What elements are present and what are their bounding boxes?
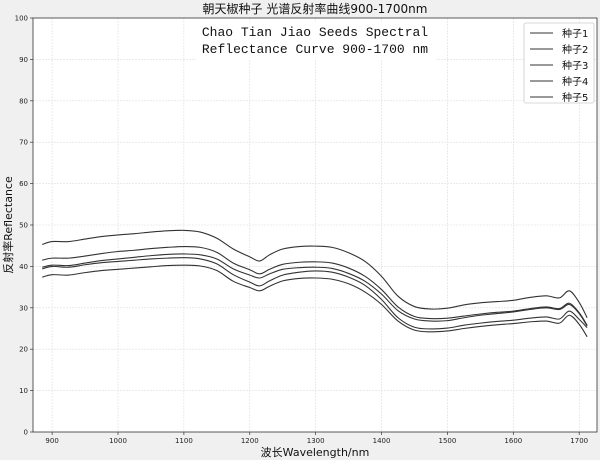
- x-tick-label: 1300: [307, 437, 325, 445]
- legend-label: 种子2: [562, 43, 588, 56]
- y-tick-label: 50: [19, 222, 28, 230]
- y-tick-label: 100: [15, 15, 28, 23]
- y-tick-label: 30: [19, 304, 28, 312]
- y-tick-label: 10: [19, 387, 28, 395]
- y-tick-label: 90: [19, 56, 28, 64]
- series-line-2: [42, 245, 588, 326]
- x-axis-label: 波长Wavelength/nm: [261, 446, 370, 459]
- y-tick-label: 20: [19, 346, 28, 354]
- y-tick-label: 80: [19, 97, 28, 105]
- plot-frame: [32, 17, 598, 433]
- x-tick-label: 1100: [175, 437, 193, 445]
- x-tick-label: 1700: [570, 437, 588, 445]
- annotation-box: [196, 22, 436, 60]
- y-tick-label: 40: [19, 263, 28, 271]
- y-tick-label: 70: [19, 139, 28, 147]
- series-line-4: [42, 257, 588, 330]
- legend-label: 种子4: [562, 75, 588, 88]
- annotation-line-1: Chao Tian Jiao Seeds Spectral: [202, 25, 428, 40]
- x-tick-label: 1400: [373, 437, 391, 445]
- legend: 种子1 种子2 种子3 种子4 种子5: [523, 22, 595, 104]
- legend-label: 种子1: [562, 27, 588, 40]
- annotation-line-2: Reflectance Curve 900-1700 nm: [202, 42, 428, 57]
- y-axis-label: 反射率Reflectance: [1, 176, 15, 274]
- x-tick-label: 1500: [439, 437, 457, 445]
- y-tick-label: 60: [19, 180, 28, 188]
- x-tick-label: 1600: [504, 437, 522, 445]
- x-tick-label: 1000: [109, 437, 127, 445]
- legend-box: [523, 22, 595, 104]
- y-tick-label: 0: [24, 429, 28, 437]
- legend-label: 种子3: [562, 59, 588, 72]
- chart-title: 朝天椒种子 光谱反射率曲线900-1700nm: [203, 1, 428, 16]
- series-lines: [42, 229, 588, 338]
- series-line-3: [42, 253, 588, 327]
- x-tick-label: 1200: [241, 437, 259, 445]
- y-ticks: 0 10 20 30 40 50 60 70 80 90 100: [15, 15, 33, 437]
- x-ticks: 900 1000 1100 1200 1300 1400 1500 1600 1700: [45, 432, 588, 445]
- series-line-1: [42, 229, 588, 318]
- legend-label: 种子5: [562, 91, 588, 104]
- series-line-5: [42, 264, 588, 338]
- x-tick-label: 900: [45, 437, 58, 445]
